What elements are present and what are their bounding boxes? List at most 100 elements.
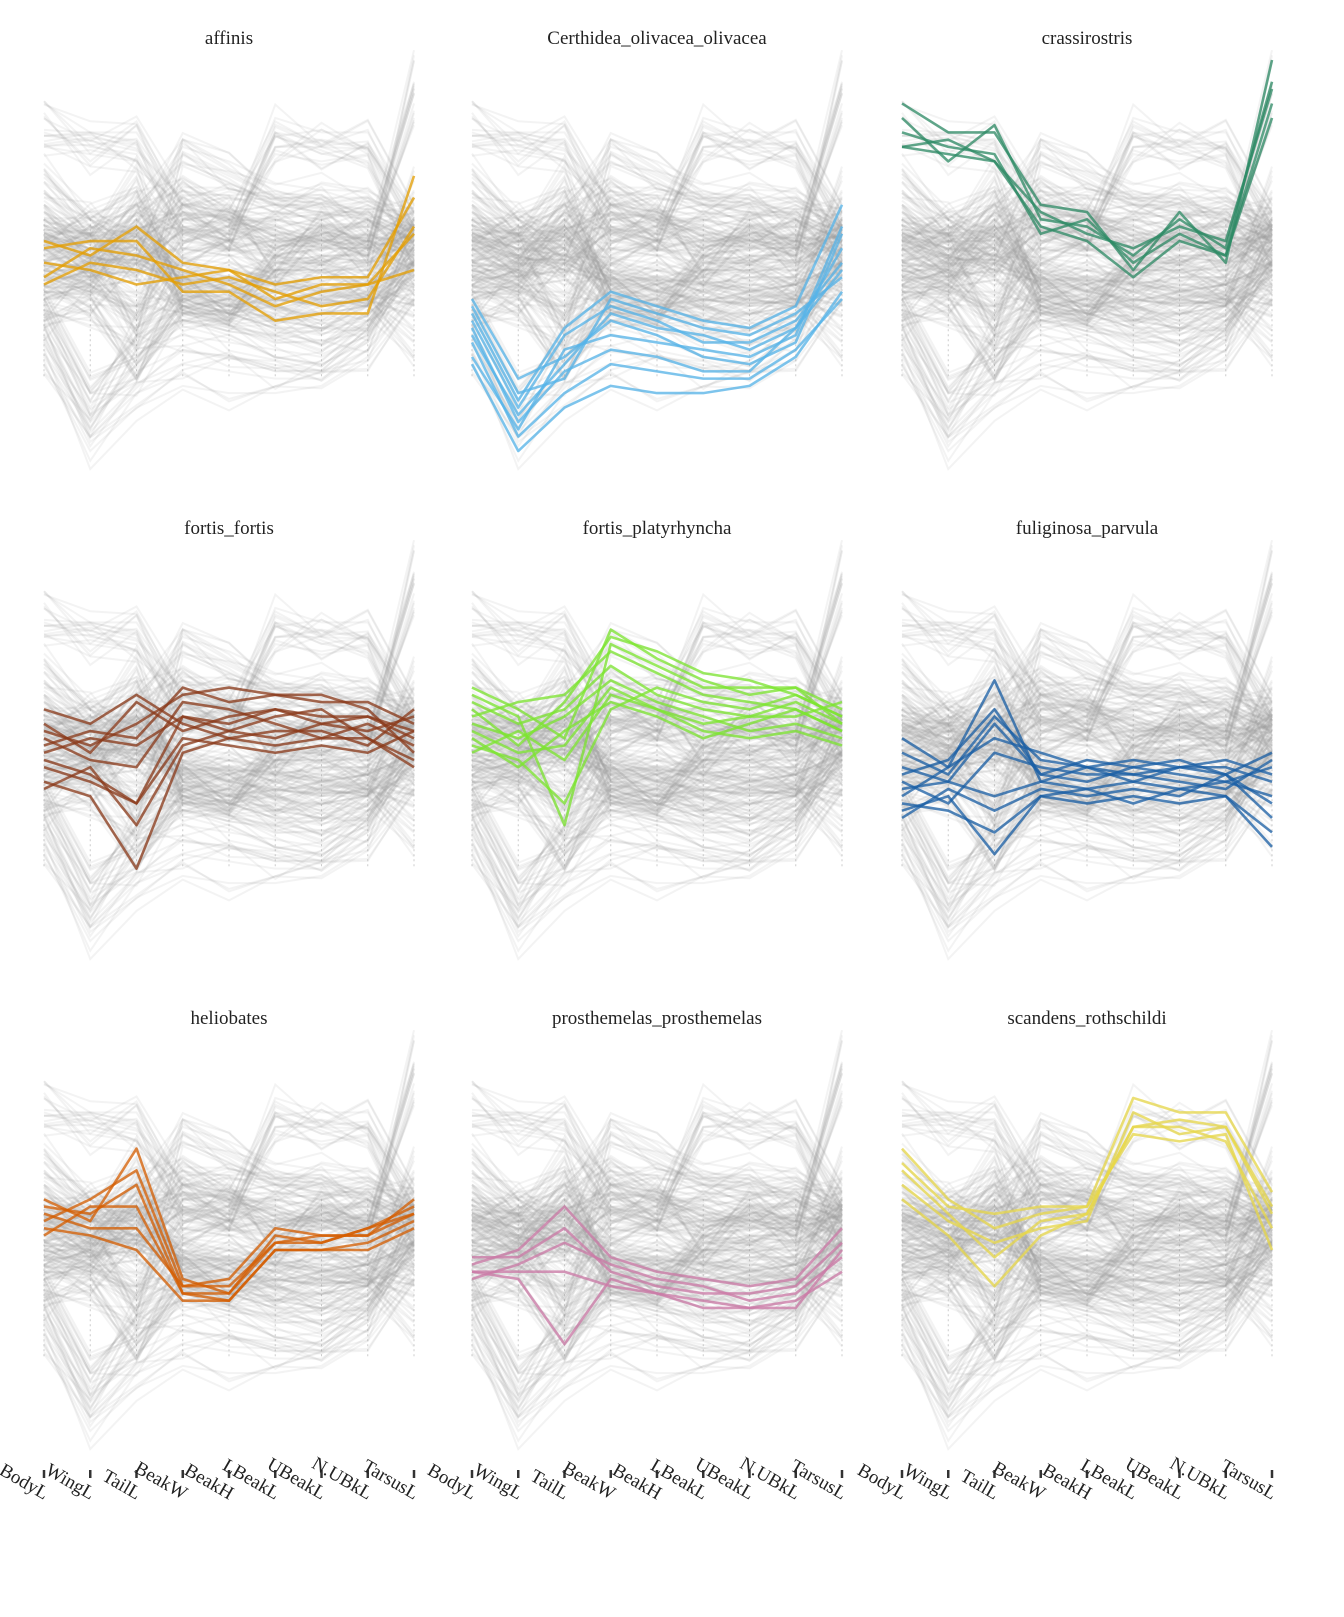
background-profile — [901, 232, 1273, 293]
background-profile — [43, 1207, 415, 1309]
background-profile — [901, 1200, 1273, 1277]
background-profile — [471, 1035, 843, 1268]
background-profile — [471, 1222, 843, 1266]
background-profile — [471, 1274, 843, 1357]
background-profile — [471, 718, 843, 812]
background-profile — [43, 620, 415, 758]
background-profile — [471, 759, 843, 914]
background-profile — [901, 230, 1273, 313]
x-tick-label: BeakW — [989, 1458, 1049, 1505]
background-profile — [471, 1188, 843, 1244]
background-profile — [901, 1234, 1273, 1313]
background-profile — [901, 217, 1273, 291]
background-profile — [471, 600, 843, 749]
background-profile — [43, 1195, 415, 1297]
background-profile — [471, 186, 843, 243]
background-profile — [43, 786, 415, 938]
background-profile — [471, 246, 843, 313]
background-profile — [471, 1029, 843, 1256]
background-profile — [901, 1272, 1273, 1328]
background-profile — [43, 1176, 415, 1398]
background-profile — [471, 607, 843, 769]
background-profile — [471, 55, 843, 288]
background-profile — [901, 667, 1273, 750]
background-profile — [471, 751, 843, 812]
background-profile — [471, 1199, 843, 1248]
background-profile — [471, 234, 843, 317]
background-profile — [471, 1268, 843, 1339]
background-profile — [471, 1227, 843, 1302]
background-profile — [901, 593, 1273, 755]
background-profile — [43, 750, 415, 907]
background-profile — [471, 120, 843, 275]
background-profile — [43, 88, 415, 250]
background-profile — [43, 189, 415, 253]
background-profile — [901, 140, 1273, 265]
background-profile — [43, 669, 415, 758]
background-profile — [901, 1253, 1273, 1332]
background-profile — [471, 225, 843, 375]
background-profile — [471, 1220, 843, 1295]
background-profile — [43, 741, 415, 868]
background-profile — [43, 1177, 415, 1266]
background-profile — [901, 288, 1273, 359]
background-profile — [901, 630, 1273, 755]
background-profile — [471, 1133, 843, 1251]
background-profile — [471, 1157, 843, 1240]
background-profile — [901, 161, 1273, 242]
background-profile — [901, 240, 1273, 299]
background-profile — [901, 620, 1273, 758]
background-profile — [901, 1224, 1273, 1374]
background-profile — [43, 1263, 415, 1339]
background-profile — [471, 232, 843, 303]
background-profile — [43, 781, 415, 943]
background-profile — [43, 1118, 415, 1230]
background-profile — [471, 627, 843, 753]
background-profile — [43, 1200, 415, 1370]
background-profile — [43, 1227, 415, 1361]
background-profile — [471, 1276, 843, 1428]
background-profile — [471, 197, 843, 286]
background-profile — [901, 750, 1273, 921]
background-profile — [43, 1223, 415, 1404]
background-profile — [43, 718, 415, 783]
background-profile — [43, 283, 415, 329]
background-profile — [471, 708, 843, 798]
background-profile — [471, 1092, 843, 1266]
background-profile — [471, 723, 843, 791]
background-profile — [471, 628, 843, 798]
background-profile — [43, 1278, 415, 1419]
background-profile — [43, 722, 415, 800]
background-profile — [901, 550, 1273, 773]
series-profile — [472, 1249, 844, 1310]
background-profile — [43, 795, 415, 856]
background-profile — [471, 1224, 843, 1374]
series-profile — [43, 175, 416, 322]
background-profile — [43, 1180, 415, 1307]
background-profile — [901, 278, 1273, 381]
background-profile — [471, 1226, 843, 1293]
background-profile — [43, 1257, 415, 1288]
background-profile — [43, 788, 415, 953]
background-profile — [43, 297, 415, 344]
background-profile — [471, 1253, 843, 1314]
background-profile — [901, 1204, 1273, 1299]
background-profile — [43, 755, 415, 929]
background-profile — [43, 130, 415, 268]
background-profile — [471, 677, 843, 756]
background-profile — [471, 610, 843, 765]
background-profile — [901, 614, 1273, 778]
background-profile — [471, 722, 843, 797]
background-profile — [471, 121, 843, 321]
background-profile — [901, 1240, 1273, 1411]
background-profile — [901, 1212, 1273, 1287]
background-profile — [901, 1208, 1273, 1298]
background-profile — [43, 131, 415, 264]
background-profile — [901, 232, 1273, 310]
background-profile — [471, 1072, 843, 1253]
background-profile — [43, 1155, 415, 1302]
background-profile — [471, 723, 843, 870]
background-profile — [43, 206, 415, 289]
background-profile — [43, 744, 415, 813]
background-profile — [43, 138, 415, 308]
